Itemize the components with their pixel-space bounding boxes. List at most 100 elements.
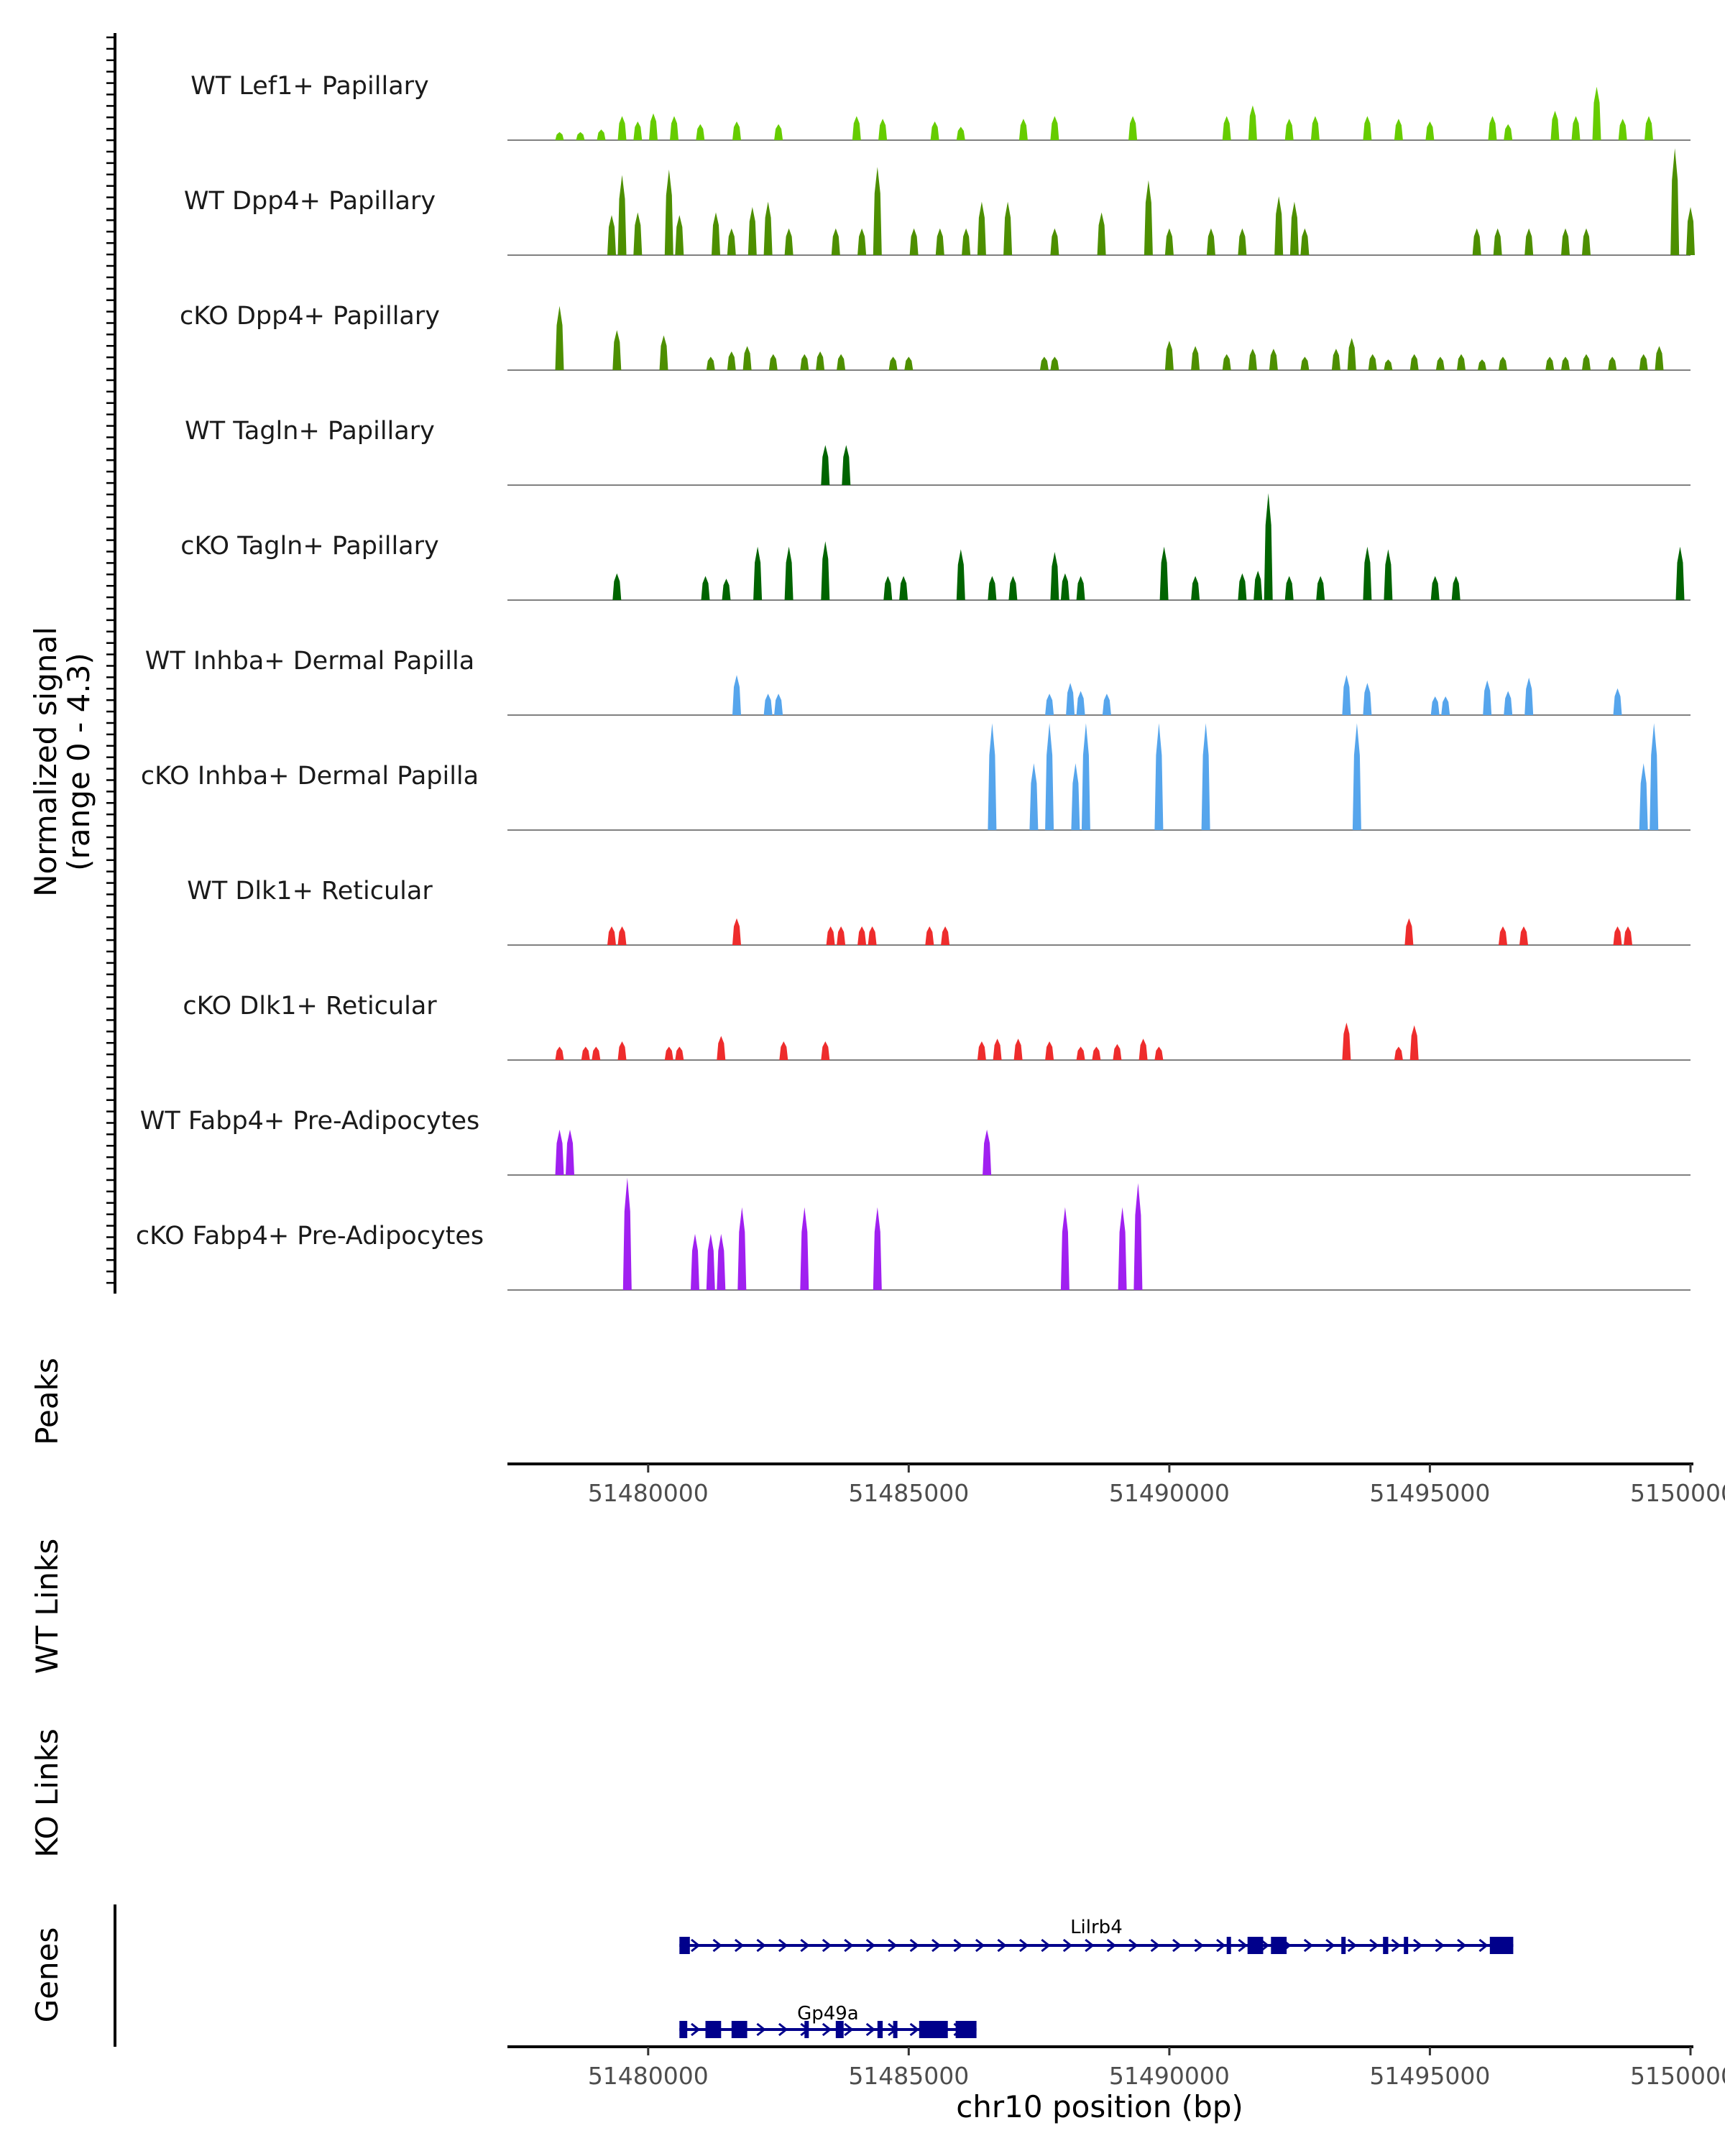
- strand-arrow: [1435, 1938, 1445, 1953]
- strand-arrow: [1085, 1938, 1095, 1953]
- signal-peak: [712, 212, 720, 255]
- signal-peak: [1118, 1207, 1127, 1290]
- signal-peak: [1274, 196, 1284, 255]
- x-tick-label: 51495000: [1369, 2062, 1490, 2090]
- signal-peak: [1310, 116, 1320, 140]
- signal-peak: [1050, 228, 1059, 255]
- strand-arrow: [691, 2022, 701, 2037]
- signal-peak: [617, 1041, 627, 1060]
- strand-arrow: [953, 1938, 963, 1953]
- signal-peak: [1248, 105, 1257, 140]
- signal-peak: [779, 1041, 788, 1060]
- signal-peak: [956, 126, 965, 140]
- signal-peak: [1238, 228, 1247, 255]
- signal-peak: [888, 356, 898, 370]
- signal-peak: [1342, 675, 1351, 715]
- x-axis-peaks: 51480000 51485000 51490000 51495000 51500000: [507, 1462, 1725, 1507]
- x-tick-label: 51500000: [1630, 1479, 1725, 1507]
- signal-peak: [784, 546, 794, 600]
- strand-arrow: [865, 2022, 876, 2037]
- wt-links-track-label: WT Links: [29, 1539, 65, 1674]
- signal-peak: [878, 119, 888, 140]
- signal-peak: [1254, 571, 1263, 600]
- signal-peak: [1493, 228, 1502, 255]
- track-2: cKO Dpp4+ Papillary: [180, 302, 1690, 371]
- signal-peak: [1441, 696, 1450, 715]
- strand-arrow: [756, 1938, 766, 1953]
- signal-peak: [857, 926, 867, 945]
- signal-peak: [612, 330, 622, 370]
- signal-peak: [1644, 116, 1653, 140]
- signal-peak: [1524, 228, 1534, 255]
- track-label: cKO Tagln+ Papillary: [180, 532, 439, 561]
- signal-peak: [555, 1129, 564, 1175]
- signal-peak: [977, 1041, 986, 1060]
- signal-peak: [883, 576, 893, 600]
- signal-peak: [607, 926, 616, 945]
- gene-exon: [835, 2021, 844, 2038]
- signal-peak: [1608, 356, 1617, 370]
- signal-peak: [1499, 356, 1507, 370]
- track-6: cKO Inhba+ Dermal Papilla: [141, 723, 1690, 831]
- strand-arrow: [822, 2022, 832, 2037]
- gene-exon: [1383, 1937, 1389, 1954]
- signal-peak: [597, 129, 606, 140]
- signal-peak: [675, 215, 684, 255]
- signal-peak: [1071, 763, 1080, 830]
- gene-exon: [1247, 1937, 1264, 1954]
- strand-arrow: [932, 1938, 942, 1953]
- ko-links-track-label: KO Links: [29, 1728, 65, 1858]
- signal-peak: [1384, 359, 1393, 370]
- signal-peak: [607, 215, 616, 255]
- strand-arrow: [778, 2022, 788, 2037]
- signal-peak: [1639, 354, 1648, 370]
- gene-exon: [705, 2021, 722, 2038]
- signal-peak: [1504, 124, 1513, 140]
- x-tick-label: 51500000: [1630, 2062, 1725, 2090]
- signal-peak: [1289, 201, 1299, 255]
- signal-peak: [1316, 576, 1325, 600]
- gene-gp49a: Gp49a: [679, 2003, 977, 2038]
- signal-peak: [1409, 1025, 1419, 1060]
- gene-exon: [1404, 1937, 1409, 1954]
- signal-peak: [956, 549, 965, 600]
- signal-peak: [1650, 723, 1659, 830]
- strand-arrow: [1457, 1938, 1467, 1953]
- signal-peak: [727, 351, 736, 370]
- signal-peak: [837, 354, 846, 370]
- signal-peak: [909, 228, 919, 255]
- signal-peak: [1050, 356, 1059, 370]
- signal-peak: [1363, 683, 1372, 715]
- signal-peak: [701, 576, 710, 600]
- signal-peak: [1201, 723, 1210, 830]
- signal-peak: [1284, 576, 1294, 600]
- peaks-track-label: Peaks: [29, 1358, 65, 1445]
- signal-peak: [748, 207, 757, 255]
- signal-peak: [1618, 119, 1627, 140]
- signal-peak: [727, 228, 736, 255]
- signal-peak: [1164, 228, 1174, 255]
- x-tick-label: 51480000: [588, 1479, 709, 1507]
- signal-peak: [617, 116, 627, 140]
- strand-arrow: [800, 1938, 810, 1953]
- signal-peak: [1138, 1038, 1148, 1060]
- track-label: cKO Fabp4+ Pre-Adipocytes: [136, 1222, 484, 1250]
- signal-peak: [962, 228, 971, 255]
- strand-arrow: [1391, 1938, 1402, 1953]
- strand-arrow: [1347, 1938, 1358, 1953]
- signal-peak: [1050, 116, 1059, 140]
- track-label: WT Dlk1+ Reticular: [187, 877, 433, 906]
- signal-peak: [1264, 493, 1273, 600]
- signal-peak: [1164, 341, 1174, 370]
- signal-peak: [821, 1041, 830, 1060]
- signal-peak: [1499, 926, 1507, 945]
- track-0: WT Lef1+ Papillary: [190, 72, 1690, 141]
- signal-peak: [821, 445, 830, 485]
- gene-exon: [893, 2021, 898, 2038]
- signal-peak: [983, 1129, 992, 1175]
- signal-peak: [1425, 121, 1435, 140]
- signal-peak: [1582, 228, 1591, 255]
- strand-arrow: [844, 2022, 854, 2037]
- signal-peak: [659, 335, 668, 370]
